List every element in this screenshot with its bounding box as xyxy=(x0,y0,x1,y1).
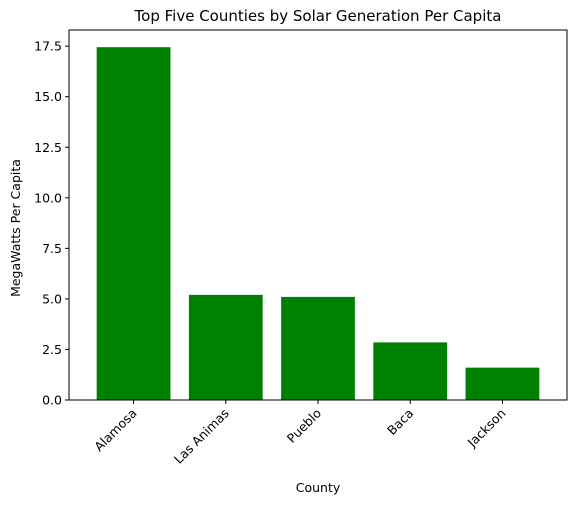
bar-las-animas xyxy=(188,294,263,400)
y-tick-label: 17.5 xyxy=(34,39,62,54)
plot-frame xyxy=(68,29,568,401)
x-axis-title: County xyxy=(296,480,341,495)
x-tick-label: Pueblo xyxy=(284,406,324,446)
bar-baca xyxy=(373,342,448,400)
x-tick-label: Alamosa xyxy=(91,406,140,455)
x-tick-label: Las Animas xyxy=(171,406,232,467)
y-tick-label: 7.5 xyxy=(42,241,62,256)
y-tick-label: 10.0 xyxy=(34,190,62,205)
chart-title: Top Five Counties by Solar Generation Pe… xyxy=(134,7,502,25)
y-tick-label: 15.0 xyxy=(34,89,62,104)
x-tick-label: Baca xyxy=(384,406,416,438)
y-tick-label: 12.5 xyxy=(34,140,62,155)
x-tick-label: Jackson xyxy=(464,406,509,451)
bar-pueblo xyxy=(281,296,355,400)
y-tick-label: 5.0 xyxy=(42,291,62,306)
x-axis: Alamosa Las Animas Pueblo Baca Jackson xyxy=(91,400,509,467)
bar-alamosa xyxy=(96,47,171,400)
y-tick-label: 2.5 xyxy=(42,342,62,357)
bars-group xyxy=(96,47,540,400)
y-axis: 0.0 2.5 5.0 7.5 10.0 12.5 15.0 17.5 xyxy=(34,39,69,408)
y-axis-title: MegaWatts Per Capita xyxy=(8,159,23,297)
y-tick-label: 0.0 xyxy=(42,393,62,408)
bar-jackson xyxy=(465,367,540,400)
